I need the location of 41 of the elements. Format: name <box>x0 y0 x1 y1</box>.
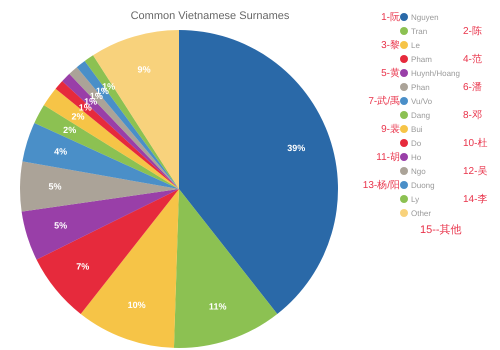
text: 3-黎 <box>380 39 400 52</box>
data-label: 2% <box>63 124 76 135</box>
legend-label: Ly <box>411 194 420 204</box>
text: 5-黄 <box>380 66 400 80</box>
text: 13-杨/阳 <box>362 178 400 192</box>
legend-label: Vu/Vo <box>411 96 434 106</box>
data-label: 2% <box>71 112 84 122</box>
text: 9-裴 <box>380 122 400 136</box>
text: 6-潘 <box>463 81 483 94</box>
legend-label: Duong <box>411 180 436 190</box>
data-label: 39% <box>287 142 306 153</box>
legend-label: Le <box>411 40 421 50</box>
legend-label: Tran <box>411 26 428 36</box>
data-label: 9% <box>138 64 151 74</box>
chart-title: Common Vietnamese Surnames <box>130 10 290 22</box>
legend-label: Phan <box>411 82 431 92</box>
legend-label: Dang <box>411 110 432 120</box>
data-label: 7% <box>76 262 90 272</box>
legend-label: Bui <box>411 124 424 134</box>
data-label: 10% <box>128 300 146 310</box>
legend-label: Other <box>411 208 432 218</box>
data-label: 11% <box>208 301 226 312</box>
legend-label: Nguyen <box>411 12 440 22</box>
data-label: 4% <box>54 146 68 157</box>
text: 10-杜 <box>463 136 488 150</box>
legend-label: Do <box>411 138 422 148</box>
text: 12-吴 <box>463 165 488 178</box>
text: 4-范 <box>463 52 483 66</box>
legend-label: Pham <box>411 54 433 64</box>
text: 7-武/禹 <box>367 94 400 108</box>
legend-label: Ngo <box>411 166 427 176</box>
text: 14-李 <box>463 192 488 206</box>
text: 15--其他 <box>420 223 463 237</box>
text: 1-阮 <box>380 11 400 24</box>
data-label: 5% <box>48 182 62 192</box>
data-label: 5% <box>54 220 68 230</box>
legend-label: Huynh/Hoang <box>411 68 461 78</box>
text: 2-陈 <box>463 25 483 38</box>
legend-label: Ho <box>411 152 422 162</box>
text: 8-邓 <box>463 109 483 122</box>
text: 11-胡 <box>375 150 400 164</box>
